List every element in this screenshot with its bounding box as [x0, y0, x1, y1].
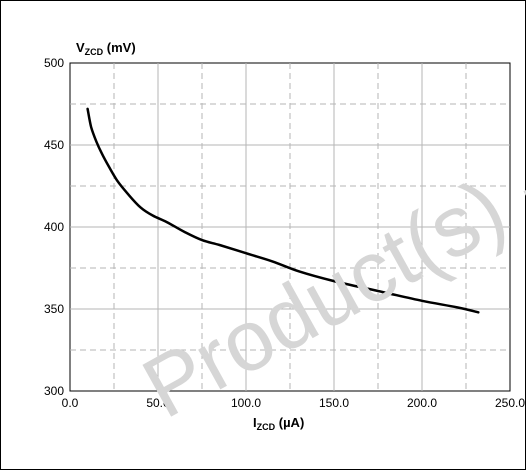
- x-tick-label: 100.0: [231, 396, 261, 410]
- y-tick-label: 300: [44, 384, 64, 398]
- y-tick-label: 400: [44, 220, 64, 234]
- x-tick-label: 50.0: [146, 396, 170, 410]
- y-axis-label: VZCD (mV): [76, 40, 136, 57]
- y-tick-label: 500: [44, 56, 64, 70]
- x-tick-label: 0.0: [62, 396, 79, 410]
- tick-labels: 0.0 50.0 100.0 150.0 200.0 250.0 300 350 400 450 5…: [44, 56, 525, 410]
- x-axis-label: IZCD (µA): [253, 415, 304, 432]
- y-tick-label: 350: [44, 302, 64, 316]
- x-tick-label: 200.0: [407, 396, 437, 410]
- series-line: [86, 107, 480, 314]
- x-tick-label: 250.0: [495, 396, 525, 410]
- grid: [70, 63, 510, 391]
- y-tick-label: 450: [44, 138, 64, 152]
- x-tick-label: 150.0: [319, 396, 349, 410]
